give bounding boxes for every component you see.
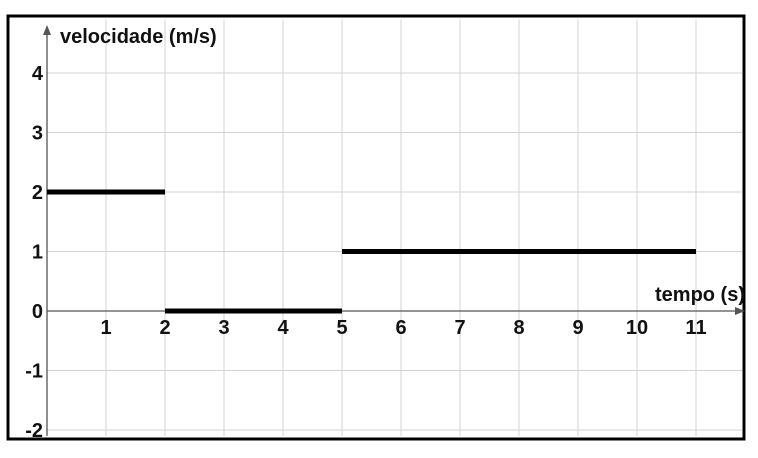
- y-axis-label: velocidade (m/s): [60, 26, 217, 48]
- x-tick-label: 7: [454, 317, 465, 339]
- x-axis-label: tempo (s): [655, 284, 745, 306]
- axes: [43, 25, 745, 436]
- x-tick-label: 4: [277, 317, 289, 339]
- y-tick-label: 3: [32, 123, 43, 145]
- x-tick-label: 10: [626, 317, 648, 339]
- y-tick-label: 0: [32, 301, 43, 323]
- x-tick-label: 9: [572, 317, 583, 339]
- y-tick-label: 4: [32, 63, 44, 85]
- y-tick-label: 2: [32, 182, 43, 204]
- y-axis-arrow-icon: [43, 25, 51, 35]
- chart-frame: [6, 14, 746, 441]
- x-tick-label: 5: [336, 317, 347, 339]
- x-tick-label: 6: [395, 317, 406, 339]
- x-tick-label: 11: [685, 317, 706, 339]
- y-tick-label: -2: [25, 420, 43, 442]
- y-tick-label: 1: [32, 242, 43, 264]
- x-tick-label: 2: [159, 317, 170, 339]
- x-axis-arrow-icon: [735, 307, 745, 315]
- x-tick-label: 8: [513, 317, 524, 339]
- y-tick-label: -1: [25, 361, 43, 383]
- series-velocity: [47, 189, 696, 314]
- x-tick-label: 3: [218, 317, 229, 339]
- x-tick-label: 1: [100, 317, 111, 339]
